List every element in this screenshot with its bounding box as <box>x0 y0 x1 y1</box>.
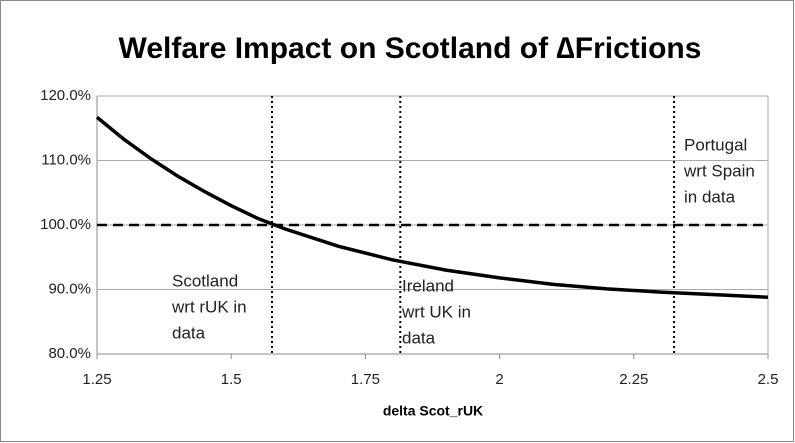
y-tick-label: 120.0% <box>40 87 91 104</box>
x-tick-label: 1.25 <box>82 371 111 388</box>
annotation: data <box>402 328 436 347</box>
y-tick-label: 80.0% <box>48 345 91 362</box>
x-tick-label: 2.25 <box>619 371 648 388</box>
annotation: wrt rUK in <box>171 297 247 316</box>
x-tick-label: 1.75 <box>351 371 380 388</box>
y-tick-label: 90.0% <box>48 280 91 297</box>
x-tick-label: 1.5 <box>221 371 242 388</box>
annotation: in data <box>684 187 736 206</box>
annotation: Scotland <box>172 271 238 290</box>
y-tick-label: 100.0% <box>40 216 91 233</box>
chart-title: Welfare Impact on Scotland of ∆Frictions <box>119 32 702 65</box>
y-tick-label: 110.0% <box>41 151 91 168</box>
data-line <box>95 115 769 299</box>
annotation: Ireland <box>402 276 454 295</box>
annotation: data <box>172 323 206 342</box>
x-tick-label: 2 <box>495 371 503 388</box>
annotation: wrt Spain <box>683 161 755 180</box>
x-axis-label: delta Scot_rUK <box>383 403 483 419</box>
annotation: Portugal <box>684 135 747 154</box>
x-tick-label: 2.5 <box>758 371 779 388</box>
annotation: wrt UK in <box>401 302 471 321</box>
